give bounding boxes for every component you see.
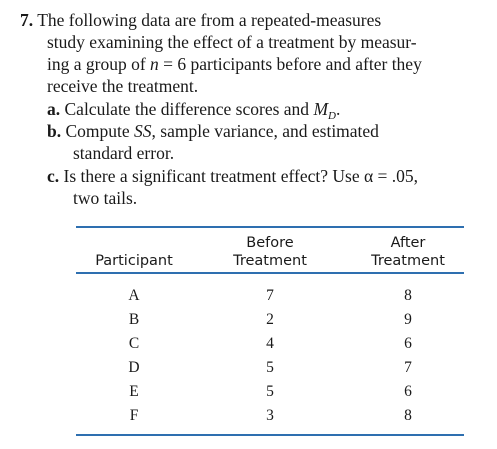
n-variable: n: [150, 54, 159, 74]
intro-line-2: study examining the effect of a treatmen…: [47, 32, 417, 52]
cell-participant: D: [128, 359, 140, 376]
part-c-label: c.: [47, 166, 60, 186]
ss-variable: SS: [134, 121, 152, 141]
cell-participant: F: [129, 407, 139, 424]
header-before-line-1: Before: [246, 235, 294, 251]
table-header-rule: [76, 272, 464, 274]
part-b: b. Compute SS, sample variance, and esti…: [47, 121, 379, 141]
cell-after: 6: [404, 383, 412, 400]
intro-line-3-text: ing a group of: [47, 54, 151, 74]
data-table: Participant Before Treatment After Treat…: [76, 226, 464, 438]
m-variable: M: [313, 99, 329, 119]
cell-after: 6: [404, 335, 412, 352]
header-after-line-1: After: [390, 235, 426, 251]
cell-before: 7: [266, 287, 274, 304]
part-b-line-2: standard error.: [73, 143, 175, 163]
header-before: Before Treatment: [220, 234, 320, 270]
n-equation: = 6 participants before and after they: [158, 54, 422, 74]
part-a-label: a.: [47, 99, 61, 119]
cell-before: 5: [266, 383, 274, 400]
part-b-text-post: , sample variance, and estimated: [151, 121, 379, 141]
cell-after: 8: [404, 287, 412, 304]
table-bottom-rule: [76, 434, 464, 436]
cell-participant: E: [129, 383, 139, 400]
header-participant: Participant: [95, 253, 173, 269]
header-after: After Treatment: [358, 234, 458, 270]
problem-first-line: 7. The following data are from a repeate…: [20, 10, 381, 30]
part-c-line-2: two tails.: [73, 188, 138, 208]
cell-participant: C: [128, 335, 140, 352]
part-a-text: Calculate the difference scores and: [64, 99, 314, 119]
cell-before: 5: [266, 359, 274, 376]
intro-line-1: The following data are from a repeated-m…: [37, 10, 382, 30]
m-subscript: D: [328, 110, 336, 122]
header-before-line-2: Treatment: [233, 253, 307, 269]
table-top-rule: [76, 226, 464, 228]
cell-before: 4: [266, 335, 274, 352]
part-b-label: b.: [47, 121, 62, 141]
part-a: a. Calculate the difference scores and M…: [47, 99, 340, 122]
cell-before: 2: [266, 311, 274, 328]
part-b-text-pre: Compute: [65, 121, 135, 141]
header-after-line-2: Treatment: [371, 253, 445, 269]
cell-after: 9: [404, 311, 412, 328]
problem-number: 7.: [20, 10, 34, 30]
intro-line-3: ing a group of n = 6 participants before…: [47, 54, 422, 74]
cell-participant: A: [128, 287, 140, 304]
cell-participant: B: [128, 311, 140, 328]
part-a-end: .: [335, 99, 341, 119]
cell-before: 3: [266, 407, 274, 424]
intro-line-4: receive the treatment.: [47, 76, 199, 96]
cell-after: 7: [404, 359, 412, 376]
part-c: c. Is there a significant treatment effe…: [47, 166, 418, 186]
cell-after: 8: [404, 407, 412, 424]
part-c-text: Is there a significant treatment effect?…: [63, 166, 419, 186]
